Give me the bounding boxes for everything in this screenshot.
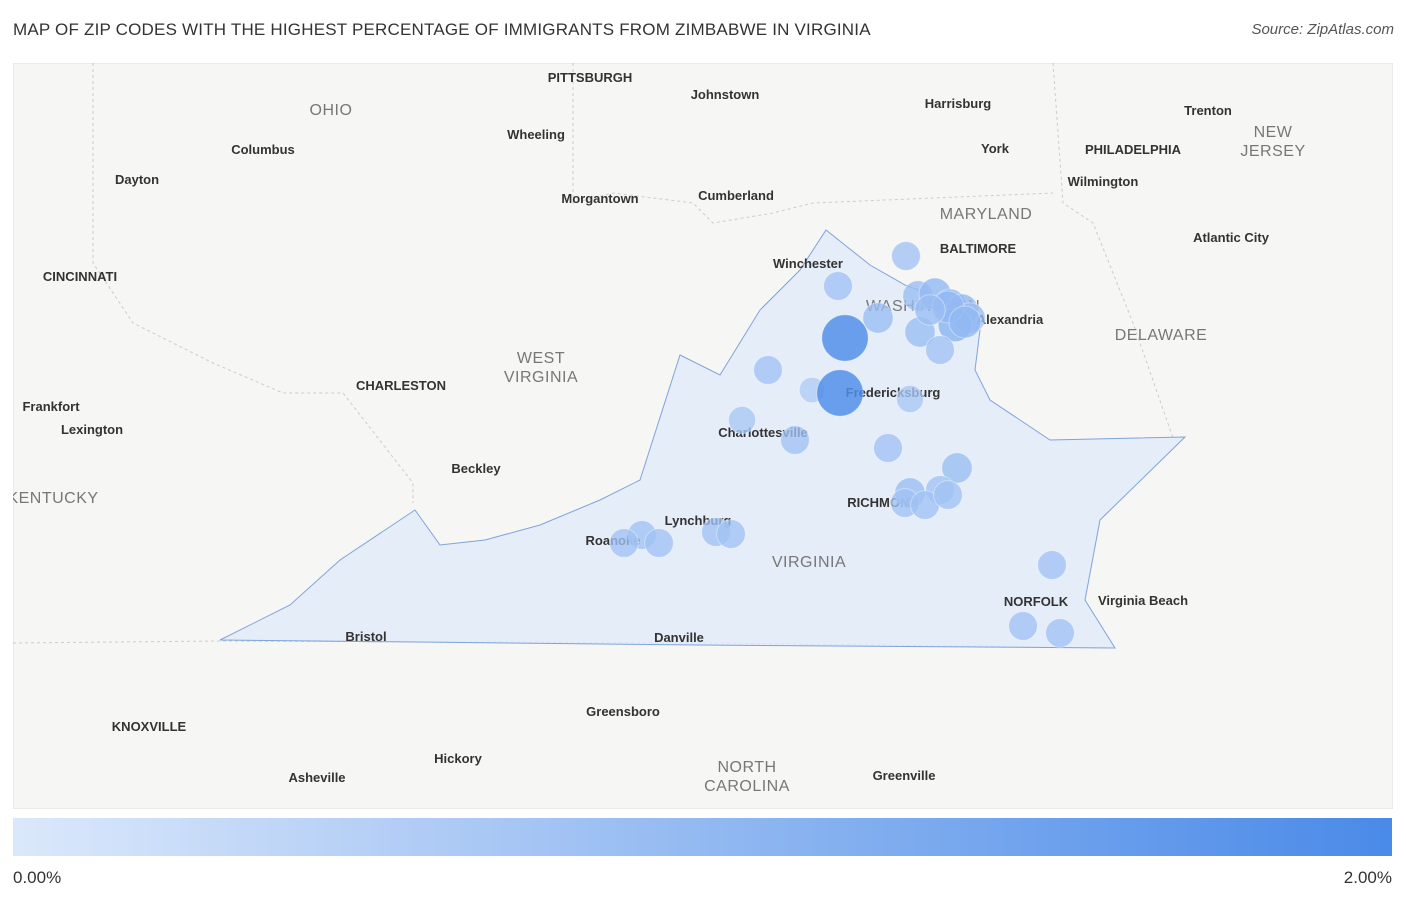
city-label: Frankfort: [22, 399, 80, 414]
bubble: [933, 480, 963, 510]
city-label: Greenville: [873, 768, 936, 783]
map: PITTSBURGH Johnstown OHIO Harrisburg Trenton…: [13, 63, 1393, 809]
bubble: [914, 294, 946, 326]
bubbles: [609, 241, 1075, 648]
bubble: [727, 405, 757, 435]
source: Source: ZipAtlas.com: [1251, 21, 1394, 38]
city-label: KNOXVILLE: [112, 719, 187, 734]
city-label: Hickory: [434, 751, 482, 766]
bubble: [895, 384, 925, 414]
bubble: [780, 425, 810, 455]
state-label: VIRGINIA: [772, 554, 846, 571]
city-label: Beckley: [451, 461, 501, 476]
city-label: York: [981, 141, 1010, 156]
city-label: Danville: [654, 630, 704, 645]
city-label: Johnstown: [691, 87, 760, 102]
bubble: [862, 302, 894, 334]
city-label: Columbus: [231, 142, 295, 157]
bubble: [941, 452, 973, 484]
bubble: [816, 369, 864, 417]
bubble: [1008, 611, 1038, 641]
state-label: NEW: [1254, 124, 1293, 141]
bubble: [753, 355, 783, 385]
bubble: [1037, 550, 1067, 580]
city-label: CHARLESTON: [356, 378, 446, 393]
place-labels: PITTSBURGH Johnstown OHIO Harrisburg Trenton…: [13, 70, 1305, 795]
city-label: Dayton: [115, 172, 159, 187]
city-label: Alexandria: [977, 312, 1044, 327]
city-label: Wilmington: [1068, 174, 1139, 189]
city-label: Winchester: [773, 256, 843, 271]
state-label: DELAWARE: [1115, 327, 1208, 344]
city-label: Atlantic City: [1193, 230, 1270, 245]
city-label: Asheville: [288, 770, 345, 785]
state-label: WEST: [517, 350, 565, 367]
bubble: [821, 314, 869, 362]
state-label: NORTH: [717, 759, 776, 776]
legend-max: 2.00%: [1343, 868, 1392, 887]
bubble: [644, 528, 674, 558]
state-label: VIRGINIA: [504, 369, 578, 386]
bubble: [823, 271, 853, 301]
city-label: Lexington: [61, 422, 123, 437]
city-label: PHILADELPHIA: [1085, 142, 1182, 157]
legend-min: 0.00%: [13, 868, 62, 887]
city-label: BALTIMORE: [940, 241, 1017, 256]
state-label: JERSEY: [1240, 143, 1305, 160]
city-label: Harrisburg: [925, 96, 992, 111]
city-label: PITTSBURGH: [548, 70, 633, 85]
bubble: [1045, 618, 1075, 648]
bubble: [925, 335, 955, 365]
bubble: [609, 528, 639, 558]
legend-bar: [13, 818, 1392, 856]
title: MAP OF ZIP CODES WITH THE HIGHEST PERCEN…: [13, 20, 871, 39]
city-label: Trenton: [1184, 103, 1232, 118]
bubble: [716, 519, 746, 549]
city-label: Bristol: [345, 629, 386, 644]
city-label: NORFOLK: [1004, 594, 1069, 609]
bubble: [873, 433, 903, 463]
city-label: CINCINNATI: [43, 269, 117, 284]
city-label: Morgantown: [561, 191, 638, 206]
city-label: Cumberland: [698, 188, 774, 203]
bubble: [891, 241, 921, 271]
state-label: CAROLINA: [704, 778, 790, 795]
bubble: [948, 305, 982, 339]
city-label: Greensboro: [586, 704, 660, 719]
state-label: KENTUCKY: [13, 490, 99, 507]
city-label: Virginia Beach: [1098, 593, 1188, 608]
state-label: MARYLAND: [940, 206, 1033, 223]
city-label: Wheeling: [507, 127, 565, 142]
state-label: OHIO: [310, 102, 353, 119]
